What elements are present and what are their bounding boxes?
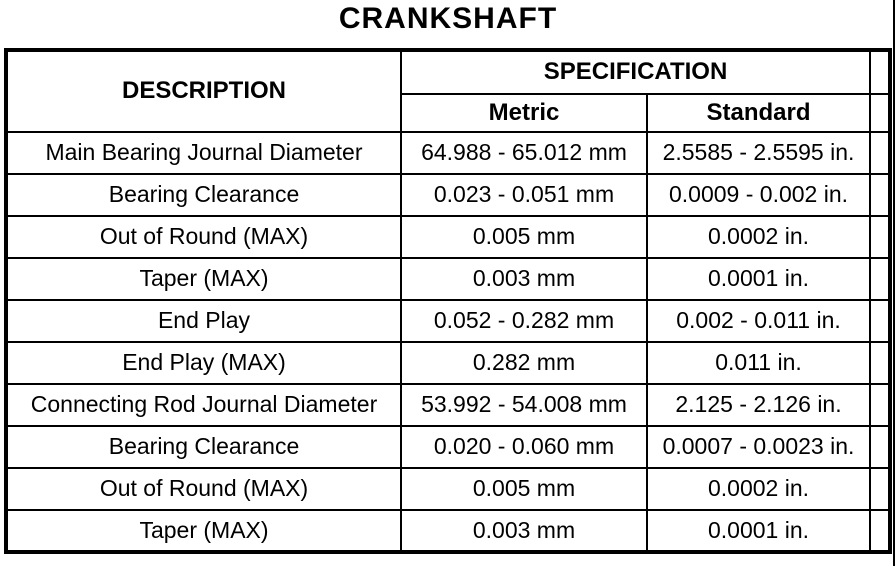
table-row: Taper (MAX) 0.003 mm 0.0001 in. [5, 509, 891, 553]
cell-standard: 2.5585 - 2.5595 in. [646, 131, 871, 175]
cell-standard: 0.0001 in. [646, 509, 871, 553]
table-row: End Play 0.052 - 0.282 mm 0.002 - 0.011 … [5, 299, 891, 343]
cell-description: Out of Round (MAX) [5, 215, 402, 259]
cell-empty [869, 131, 891, 175]
cell-empty [869, 425, 891, 469]
cell-metric: 0.282 mm [400, 341, 648, 385]
table-row: Out of Round (MAX) 0.005 mm 0.0002 in. [5, 467, 891, 511]
cell-empty [869, 215, 891, 259]
cell-standard: 0.0002 in. [646, 467, 871, 511]
cell-metric: 0.023 - 0.051 mm [400, 173, 648, 217]
cell-empty [869, 341, 891, 385]
header-empty-cell [869, 93, 891, 133]
cell-description: Taper (MAX) [5, 509, 402, 553]
cell-description: Bearing Clearance [5, 425, 402, 469]
page-edge-line [893, 0, 895, 566]
cell-standard: 0.002 - 0.011 in. [646, 299, 871, 343]
cell-standard: 0.0007 - 0.0023 in. [646, 425, 871, 469]
header-row-2: Metric Standard [6, 93, 891, 133]
header-standard: Standard [646, 93, 871, 133]
cell-empty [869, 173, 891, 217]
cell-metric: 0.003 mm [400, 257, 648, 301]
cell-metric: 0.003 mm [400, 509, 648, 553]
cell-empty [869, 467, 891, 511]
cell-metric: 0.052 - 0.282 mm [400, 299, 648, 343]
cell-description: Bearing Clearance [5, 173, 402, 217]
table-row: End Play (MAX) 0.282 mm 0.011 in. [5, 341, 891, 385]
header-description: DESCRIPTION [5, 49, 402, 133]
cell-empty [869, 509, 891, 553]
cell-description: End Play [5, 299, 402, 343]
cell-metric: 0.005 mm [400, 215, 648, 259]
header-row-1: DESCRIPTION SPECIFICATION [5, 49, 891, 133]
table-row: Taper (MAX) 0.003 mm 0.0001 in. [5, 257, 891, 301]
table-row: Connecting Rod Journal Diameter 53.992 -… [5, 383, 891, 427]
cell-metric: 53.992 - 54.008 mm [400, 383, 648, 427]
cell-description: Main Bearing Journal Diameter [5, 131, 402, 175]
table-row: Bearing Clearance 0.023 - 0.051 mm 0.000… [5, 173, 891, 217]
cell-metric: 0.005 mm [400, 467, 648, 511]
cell-standard: 0.0001 in. [646, 257, 871, 301]
cell-metric: 0.020 - 0.060 mm [400, 425, 648, 469]
cell-metric: 64.988 - 65.012 mm [400, 131, 648, 175]
cell-description: Connecting Rod Journal Diameter [5, 383, 402, 427]
cell-description: Out of Round (MAX) [5, 467, 402, 511]
cell-empty [869, 257, 891, 301]
crankshaft-spec-table: DESCRIPTION SPECIFICATION Metric Standar… [4, 48, 892, 554]
header-specification: SPECIFICATION [400, 49, 871, 95]
table-row: Bearing Clearance 0.020 - 0.060 mm 0.000… [5, 425, 891, 469]
cell-description: End Play (MAX) [5, 341, 402, 385]
cell-description: Taper (MAX) [5, 257, 402, 301]
table-row: Main Bearing Journal Diameter 64.988 - 6… [5, 131, 891, 175]
page-title: CRANKSHAFT [338, 2, 558, 35]
header-metric: Metric [400, 93, 648, 133]
cell-standard: 2.125 - 2.126 in. [646, 383, 871, 427]
table-row: Out of Round (MAX) 0.005 mm 0.0002 in. [5, 215, 891, 259]
header-empty-cell [869, 49, 891, 95]
cell-standard: 0.011 in. [646, 341, 871, 385]
cell-empty [869, 299, 891, 343]
cell-standard: 0.0009 - 0.002 in. [646, 173, 871, 217]
cell-empty [869, 383, 891, 427]
cell-standard: 0.0002 in. [646, 215, 871, 259]
